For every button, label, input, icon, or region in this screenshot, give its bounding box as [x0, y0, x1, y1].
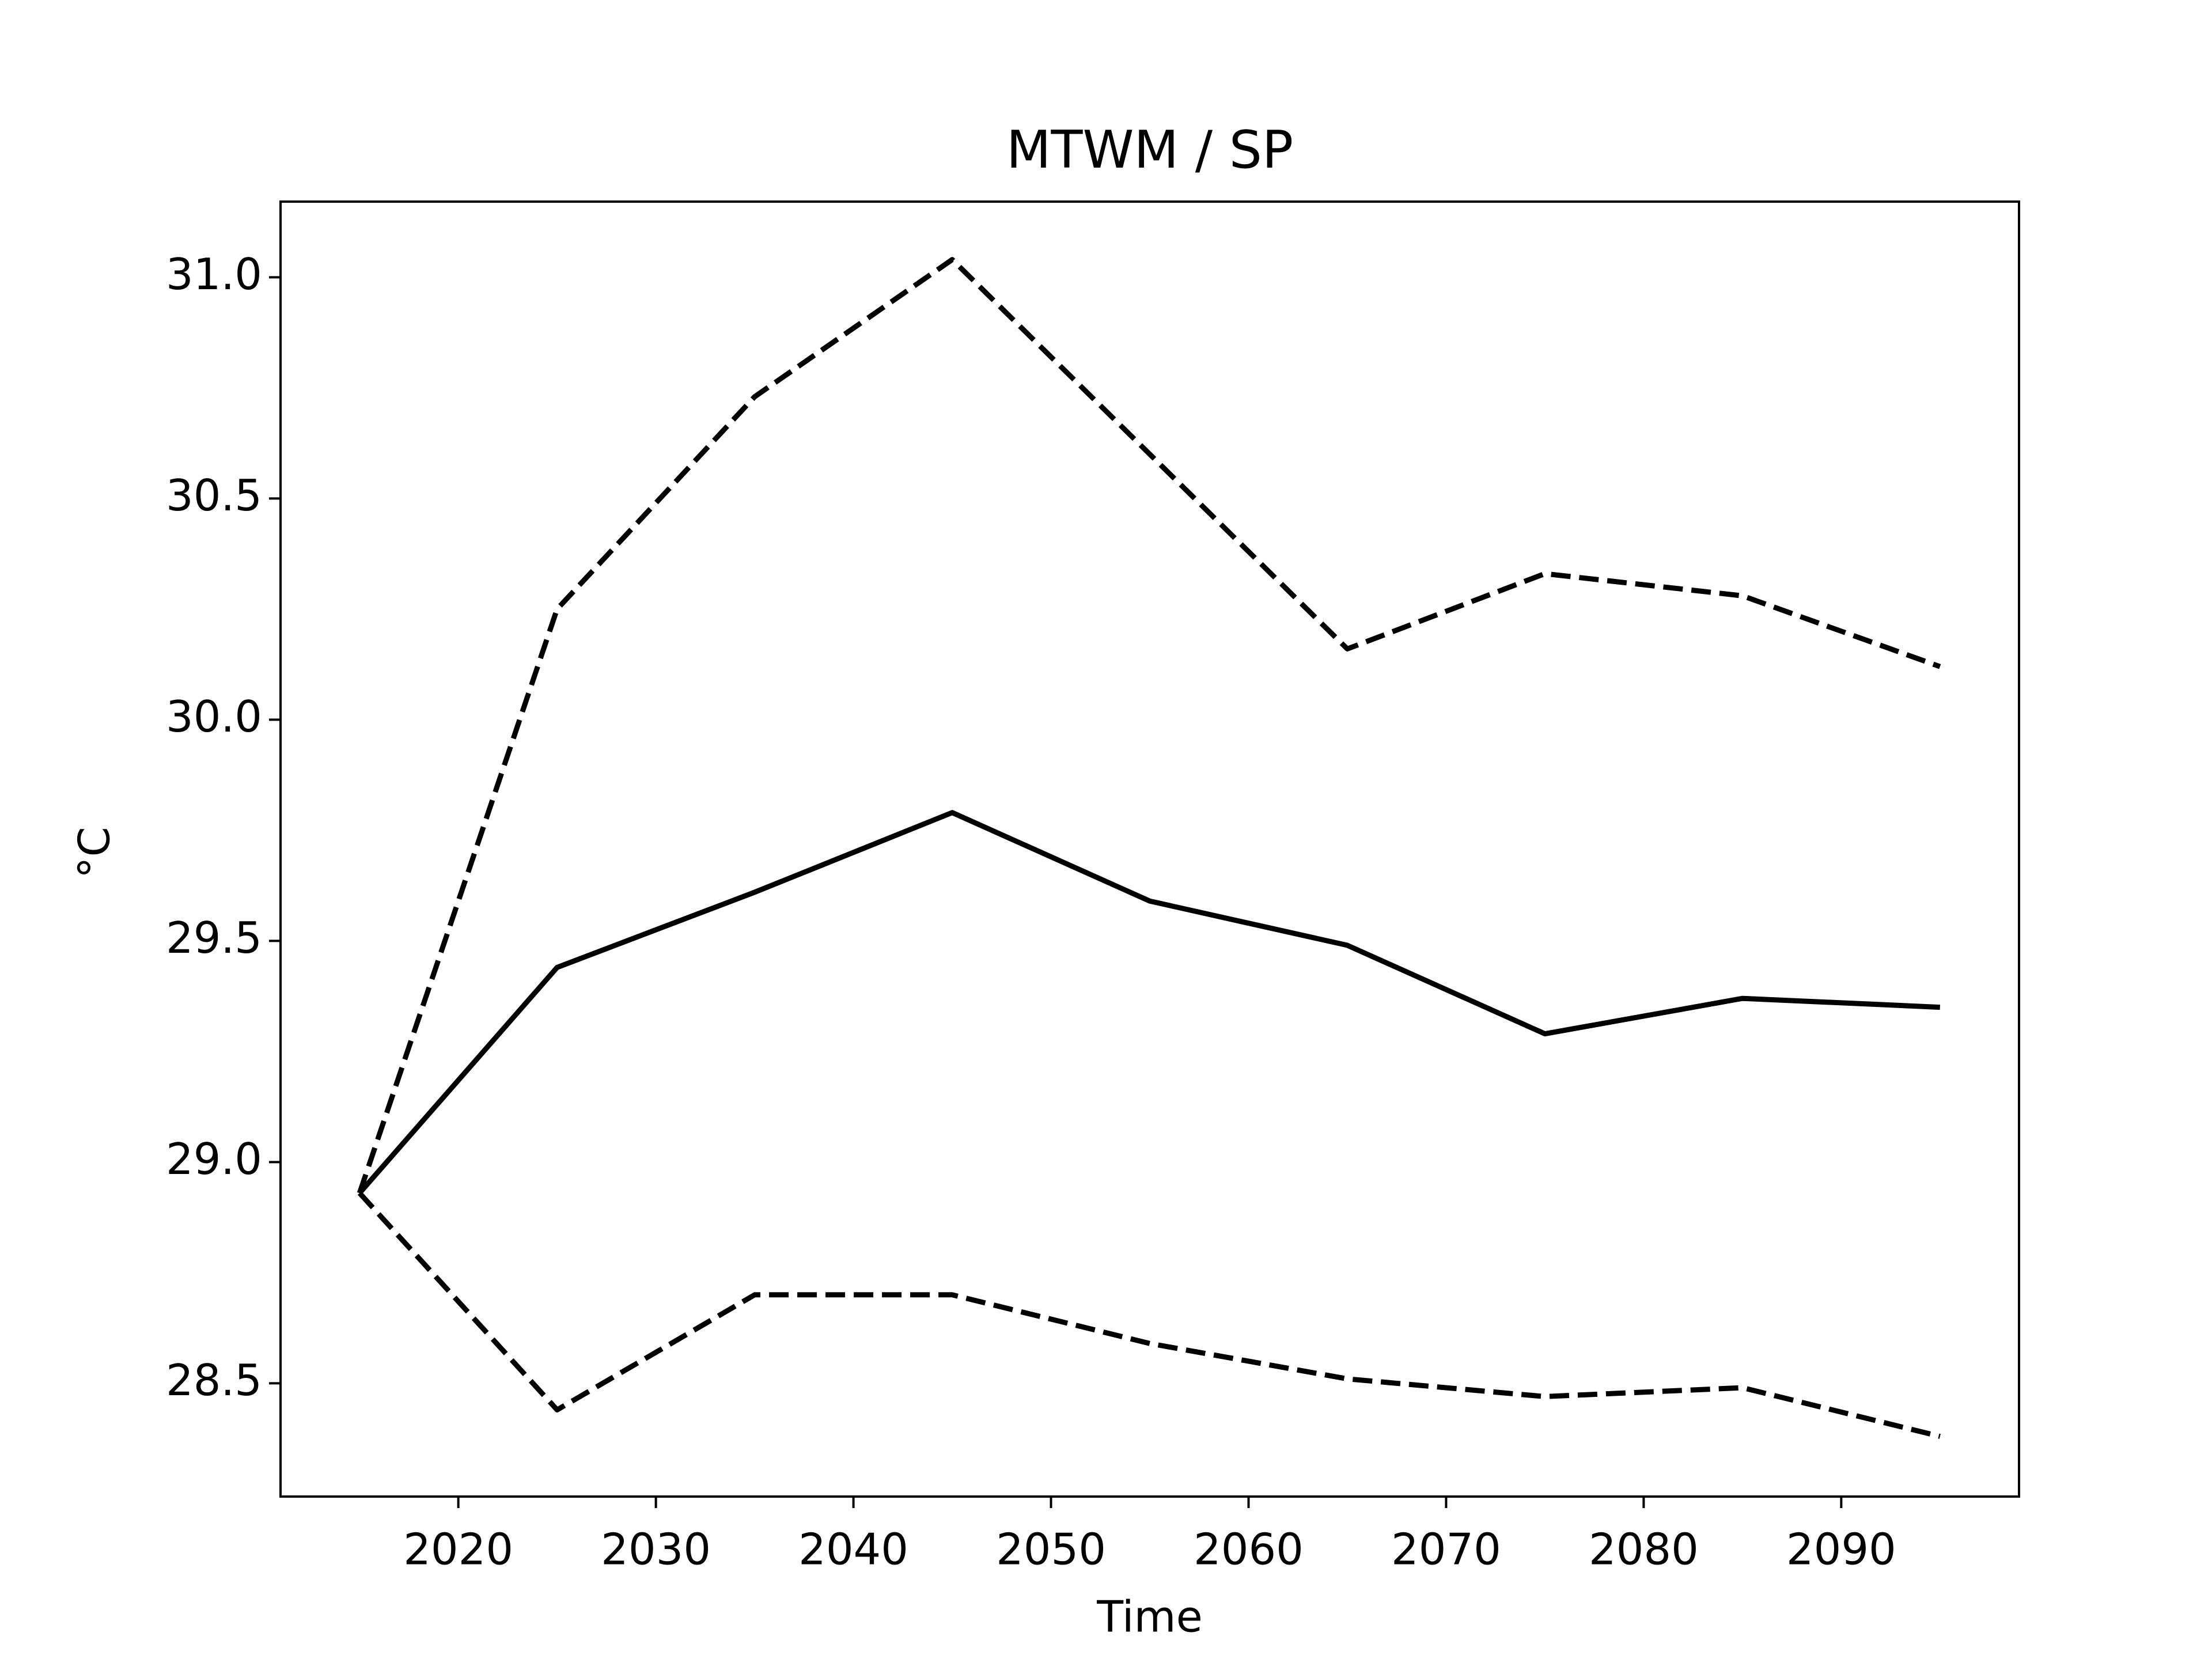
- x-tick-label: 2030: [601, 1524, 711, 1575]
- x-tick-label: 2070: [1391, 1524, 1501, 1575]
- series-line: [357, 1191, 1941, 1439]
- y-tick-label: 30.0: [166, 691, 262, 742]
- x-tick-label: 2040: [798, 1524, 908, 1575]
- x-axis-label: Time: [1096, 1592, 1203, 1642]
- y-tick-label: 30.5: [166, 470, 262, 521]
- y-tick-label: 31.0: [166, 249, 262, 300]
- y-tick-label: 29.0: [166, 1134, 262, 1184]
- x-tick-label: 2060: [1194, 1524, 1304, 1575]
- x-tick-label: 2090: [1786, 1524, 1896, 1575]
- y-tick-label: 29.5: [166, 912, 262, 963]
- series-line: [357, 810, 1941, 1195]
- y-axis-label: °C: [69, 827, 120, 878]
- y-tick-label: 28.5: [166, 1355, 262, 1406]
- x-tick-label: 2050: [996, 1524, 1106, 1575]
- plot-frame: [279, 200, 2020, 1498]
- series-line: [357, 257, 1941, 1194]
- x-tick-label: 2080: [1589, 1524, 1699, 1575]
- chart-title: MTWM / SP: [1006, 120, 1293, 180]
- x-tick-label: 2020: [403, 1524, 513, 1575]
